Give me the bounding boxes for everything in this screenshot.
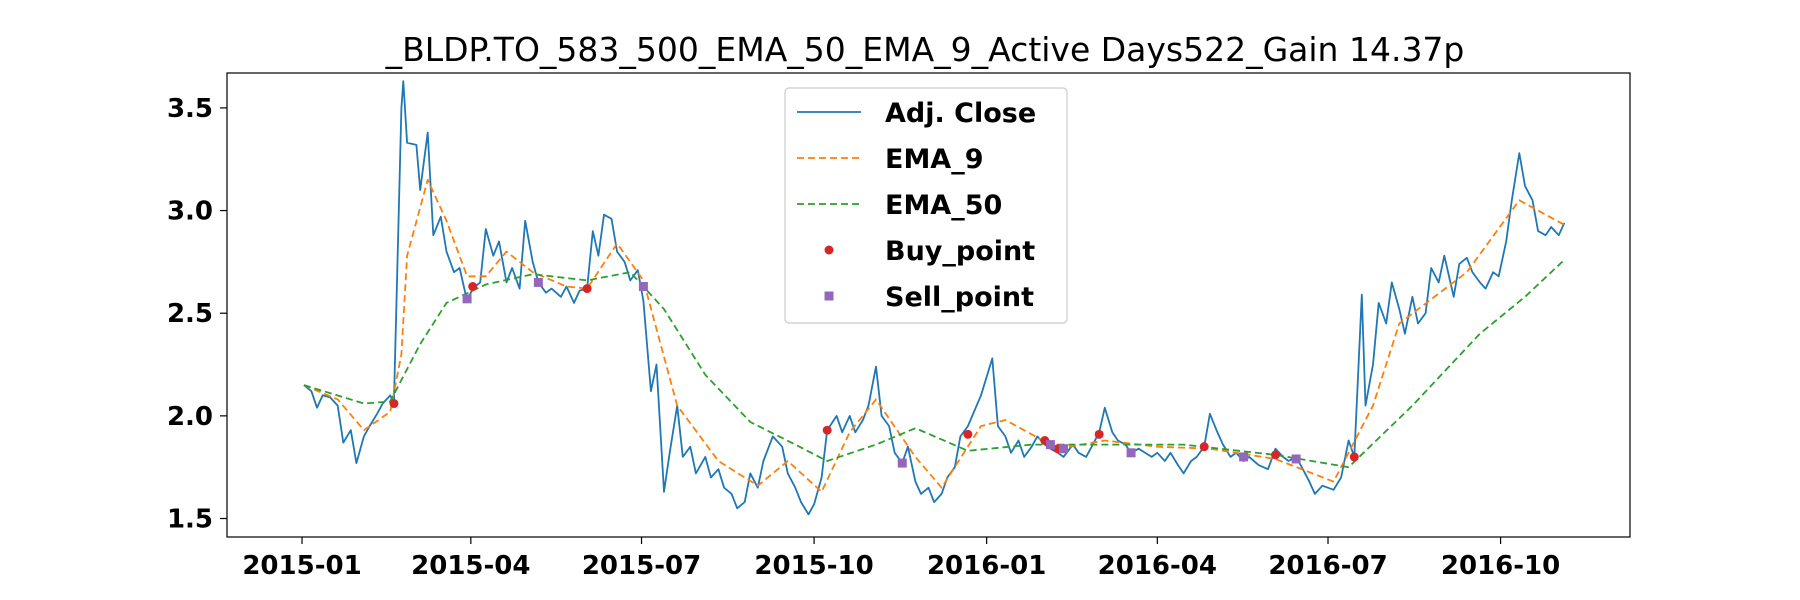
legend-label-ema-9: EMA_9 (885, 144, 984, 175)
buy-point-marker (1270, 450, 1280, 460)
buy-point-marker (963, 429, 973, 439)
x-tick-label: 2015-10 (754, 551, 873, 581)
sell-point-marker (638, 282, 648, 292)
sell-point-marker (1126, 448, 1136, 458)
buy-point-marker (1094, 429, 1104, 439)
sell-point-marker (897, 458, 907, 468)
x-tick-label: 2016-04 (1098, 551, 1217, 581)
sell-point-marker (1239, 452, 1249, 462)
x-tick-label: 2016-01 (927, 551, 1046, 581)
series-adj-close-line (303, 80, 1566, 516)
sell-point-marker (1059, 444, 1069, 454)
plot-area (303, 80, 1566, 516)
y-axis: 1.5 2.0 2.5 3.0 3.5 (167, 94, 227, 535)
legend-swatch-sell-point (824, 291, 834, 301)
y-tick-label: 3.5 (167, 94, 213, 124)
plot-frame (226, 72, 1631, 538)
buy-point-marker (1349, 452, 1359, 462)
chart-title: _BLDP.TO_583_500_EMA_50_EMA_9_Active Day… (385, 30, 1465, 69)
x-tick-label: 2016-10 (1441, 551, 1560, 581)
series-ema-50-line (303, 259, 1566, 469)
y-tick-label: 2.0 (167, 402, 213, 432)
x-tick-label: 2016-07 (1268, 551, 1387, 581)
legend-label-adj-close: Adj. Close (885, 98, 1036, 129)
buy-point-marker (468, 282, 478, 292)
legend-label-buy-point: Buy_point (885, 236, 1035, 267)
legend-label-sell-point: Sell_point (885, 282, 1034, 313)
sell-point-marker (1291, 454, 1301, 464)
x-tick-label: 2015-01 (242, 551, 361, 581)
legend-label-ema-50: EMA_50 (885, 190, 1002, 221)
series-ema-9-line (303, 178, 1565, 493)
sell-point-marker (462, 294, 472, 304)
legend: Adj. Close EMA_9 EMA_50 Buy_point Sell_point (784, 87, 1068, 324)
sell-point-marker (533, 277, 543, 287)
buy-point-marker (822, 425, 832, 435)
x-tick-label: 2015-07 (582, 551, 701, 581)
buy-point-marker (389, 399, 399, 409)
x-tick-label: 2015-04 (411, 551, 530, 581)
y-tick-label: 3.0 (167, 197, 213, 227)
legend-box (784, 87, 1068, 324)
y-tick-label: 1.5 (167, 505, 213, 535)
sell-point-marker (1045, 440, 1055, 450)
legend-swatch-buy-point (824, 245, 834, 255)
x-axis: 2015-01 2015-04 2015-07 2015-10 2016-01 2016-… (242, 537, 1560, 581)
buy-point-marker (1199, 442, 1209, 452)
buy-point-marker (582, 284, 592, 294)
y-tick-label: 2.5 (167, 299, 213, 329)
